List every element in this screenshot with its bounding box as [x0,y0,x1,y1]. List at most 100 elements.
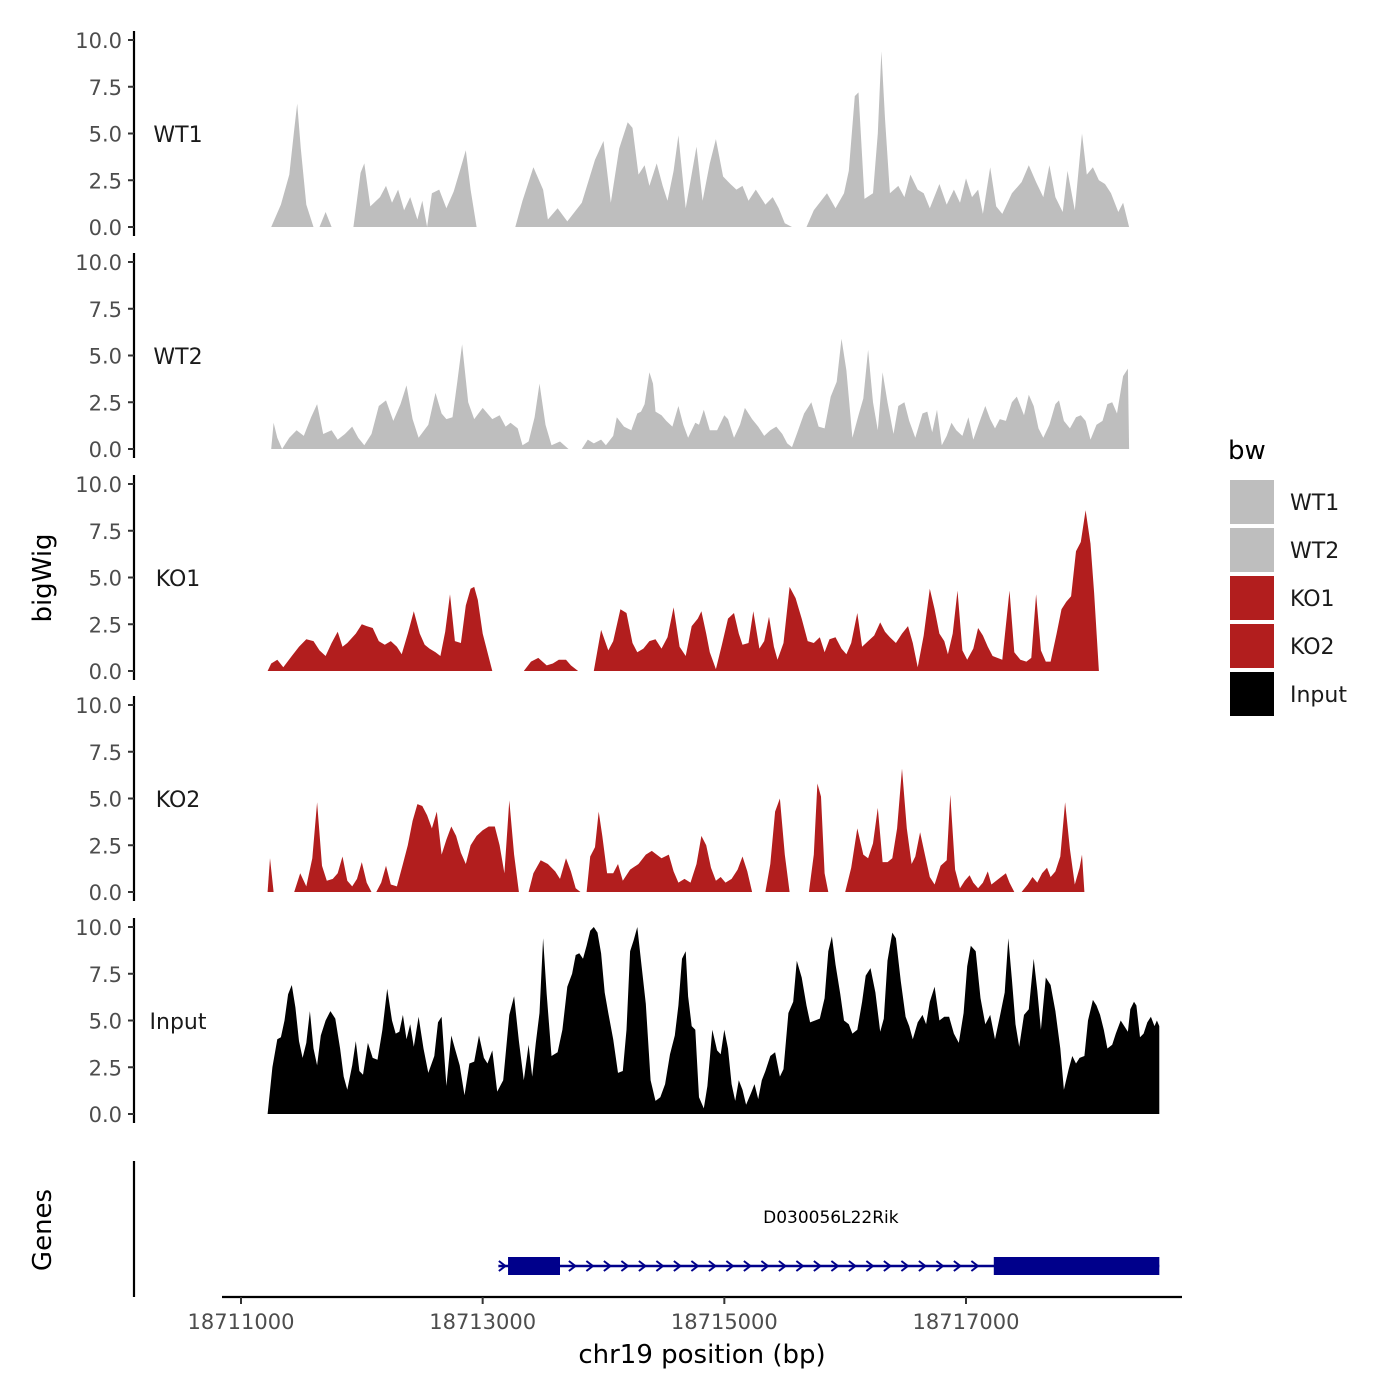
y-tick-label: 5.0 [89,1010,122,1034]
y-tick-label: 5.0 [89,123,122,147]
y-tick-label: 5.0 [89,567,122,591]
y-tick-label: 2.5 [89,834,122,858]
signal-area-wt2 [271,344,569,449]
y-tick-label: 2.5 [89,1056,122,1080]
strand-chevron [883,1260,893,1272]
strand-chevron [638,1260,648,1272]
strand-chevron [620,1260,630,1272]
legend-label-wt2: WT2 [1290,539,1339,564]
y-tick-label: 5.0 [89,345,122,369]
y-tick-label: 2.5 [89,613,122,637]
legend-label-ko2: KO2 [1290,635,1335,660]
y-tick-label: 0.0 [89,216,122,240]
y-axis-title-genes: Genes [28,1189,58,1271]
signal-area-ko2 [586,811,753,892]
x-axis-title: chr19 position (bp) [578,1340,825,1370]
track-label-wt2: WT2 [153,345,202,370]
legend-key-wt2 [1230,528,1274,572]
signal-area-ko1 [267,586,493,671]
x-tick-label: 18717000 [913,1310,1020,1334]
signal-area-ko2 [765,798,790,892]
signal-area-wt1 [271,103,314,227]
x-axis: 18711000 18713000 18715000 18717000 [188,1295,1182,1334]
strand-chevron [743,1260,753,1272]
x-tick-label: 18715000 [671,1310,778,1334]
bigwig-tracks: 0.0 2.5 5.0 7.5 10.0 WT1 0.0 2.5 5.0 7.5 10.0 WT2 0.… [75,29,1160,1127]
signal-area-wt1 [806,51,1130,228]
signal-area-wt1 [515,122,792,227]
strand-chevron [918,1260,928,1272]
y-tick-label: 10.0 [75,473,122,497]
legend-label-wt1: WT1 [1290,491,1339,516]
y-tick-label: 10.0 [75,694,122,718]
signal-area-ko2 [267,858,274,892]
strand-chevron [603,1260,613,1272]
strand-chevron [498,1260,508,1272]
signal-area-ko2 [376,800,519,892]
legend: bw WT1 WT2 KO1 KO2 Input [1228,436,1347,716]
strand-chevron [585,1260,595,1272]
y-tick-label: 7.5 [89,520,122,544]
track-label-ko2: KO2 [156,788,201,813]
strand-chevron [848,1260,858,1272]
x-tick-label: 18713000 [429,1310,536,1334]
strand-chevron [935,1260,945,1272]
strand-chevron [673,1260,683,1272]
strand-chevron [655,1260,665,1272]
track-label-ko1: KO1 [156,567,201,592]
y-tick-label: 0.0 [89,1103,122,1127]
strand-chevron [900,1260,910,1272]
signal-area-ko1 [523,657,579,671]
y-tick-label: 7.5 [89,298,122,322]
track-label-input: Input [150,1010,207,1035]
signal-area-ko2 [1021,802,1085,892]
strand-chevron [953,1260,963,1272]
signal-area-ko2 [845,768,1015,892]
y-tick-label: 0.0 [89,438,122,462]
y-tick-label: 5.0 [89,788,122,812]
strand-chevron [813,1260,823,1272]
track-ko1: 0.0 2.5 5.0 7.5 10.0 KO1 [75,473,1099,684]
strand-chevron [725,1260,735,1272]
y-tick-label: 2.5 [89,169,122,193]
signal-area-wt1 [353,150,477,227]
x-tick-label: 18711000 [188,1310,295,1334]
gene-exon [993,1257,1160,1275]
signal-area-ko1 [593,510,1099,671]
strand-chevron [708,1260,718,1272]
strand-chevron [795,1260,805,1272]
signal-area-ko2 [294,802,372,892]
signal-area-wt1 [319,212,332,227]
legend-key-input [1230,672,1274,716]
gene-exon [508,1257,560,1275]
gene-panel: D030056L22Rik [132,1161,1160,1297]
y-tick-label: 10.0 [75,916,122,940]
signal-area-wt2 [581,338,1130,449]
legend-label-ko1: KO1 [1290,587,1335,612]
legend-key-ko1 [1230,576,1274,620]
gene-name-label: D030056L22Rik [763,1208,899,1228]
signal-area-ko2 [808,783,829,892]
strand-chevron [830,1260,840,1272]
track-input: 0.0 2.5 5.0 7.5 10.0 Input [75,916,1160,1127]
track-ko2: 0.0 2.5 5.0 7.5 10.0 KO2 [75,694,1085,905]
y-axis-title-bigwig: bigWig [28,533,58,622]
y-tick-label: 7.5 [89,741,122,765]
y-tick-label: 0.0 [89,881,122,905]
legend-key-wt1 [1230,480,1274,524]
y-tick-label: 2.5 [89,391,122,415]
track-wt2: 0.0 2.5 5.0 7.5 10.0 WT2 [75,251,1130,462]
track-wt1: 0.0 2.5 5.0 7.5 10.0 WT1 [75,29,1130,240]
strand-chevron [760,1260,770,1272]
legend-title: bw [1228,436,1266,466]
y-tick-label: 10.0 [75,29,122,53]
y-tick-label: 0.0 [89,660,122,684]
legend-label-input: Input [1290,683,1347,708]
y-tick-label: 7.5 [89,76,122,100]
y-tick-label: 7.5 [89,963,122,987]
legend-key-ko2 [1230,624,1274,668]
signal-area-input [267,927,1160,1114]
track-label-wt1: WT1 [153,123,202,148]
strand-chevron [970,1260,980,1272]
